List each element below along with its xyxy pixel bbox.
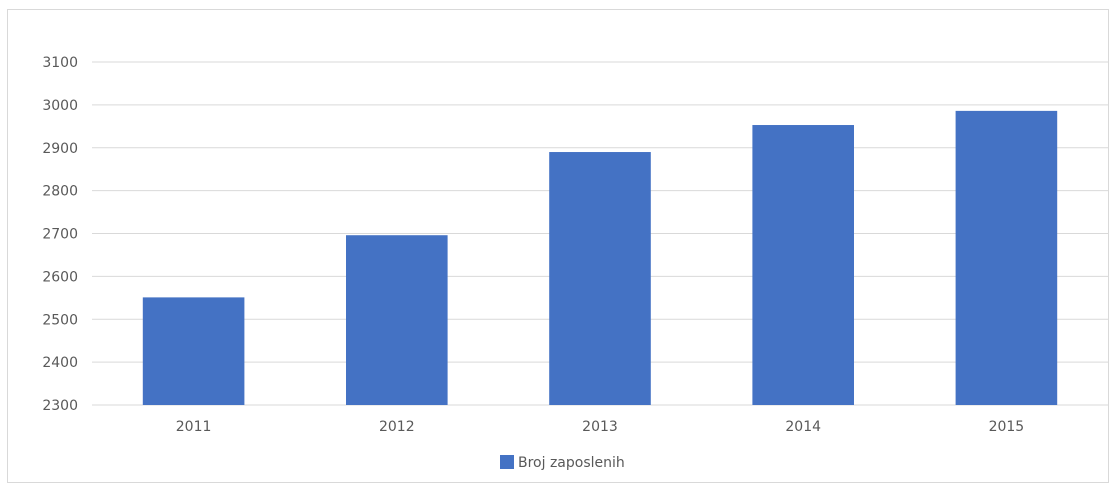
x-tick-label: 2012 xyxy=(379,419,415,435)
bar xyxy=(955,110,1058,405)
y-tick-label: 2900 xyxy=(42,141,78,157)
bar xyxy=(752,125,854,406)
y-tick-label: 2500 xyxy=(42,312,78,328)
y-tick-label: 3000 xyxy=(42,98,78,114)
x-tick-label: 2011 xyxy=(176,419,212,435)
bar xyxy=(549,152,651,405)
x-tick-label: 2014 xyxy=(785,419,821,435)
bar xyxy=(346,235,448,405)
y-tick-label: 2600 xyxy=(42,269,78,285)
y-tick-label: 2400 xyxy=(42,355,78,371)
x-tick-label: 2015 xyxy=(989,419,1025,435)
y-tick-label: 2700 xyxy=(42,227,78,243)
legend-swatch xyxy=(500,455,514,469)
bar xyxy=(142,297,245,405)
x-tick-label: 2013 xyxy=(582,419,618,435)
legend-label: Broj zaposlenih xyxy=(518,455,625,471)
y-tick-label: 2800 xyxy=(42,184,78,200)
y-tick-label: 2300 xyxy=(42,398,78,414)
y-tick-label: 3100 xyxy=(42,55,78,71)
